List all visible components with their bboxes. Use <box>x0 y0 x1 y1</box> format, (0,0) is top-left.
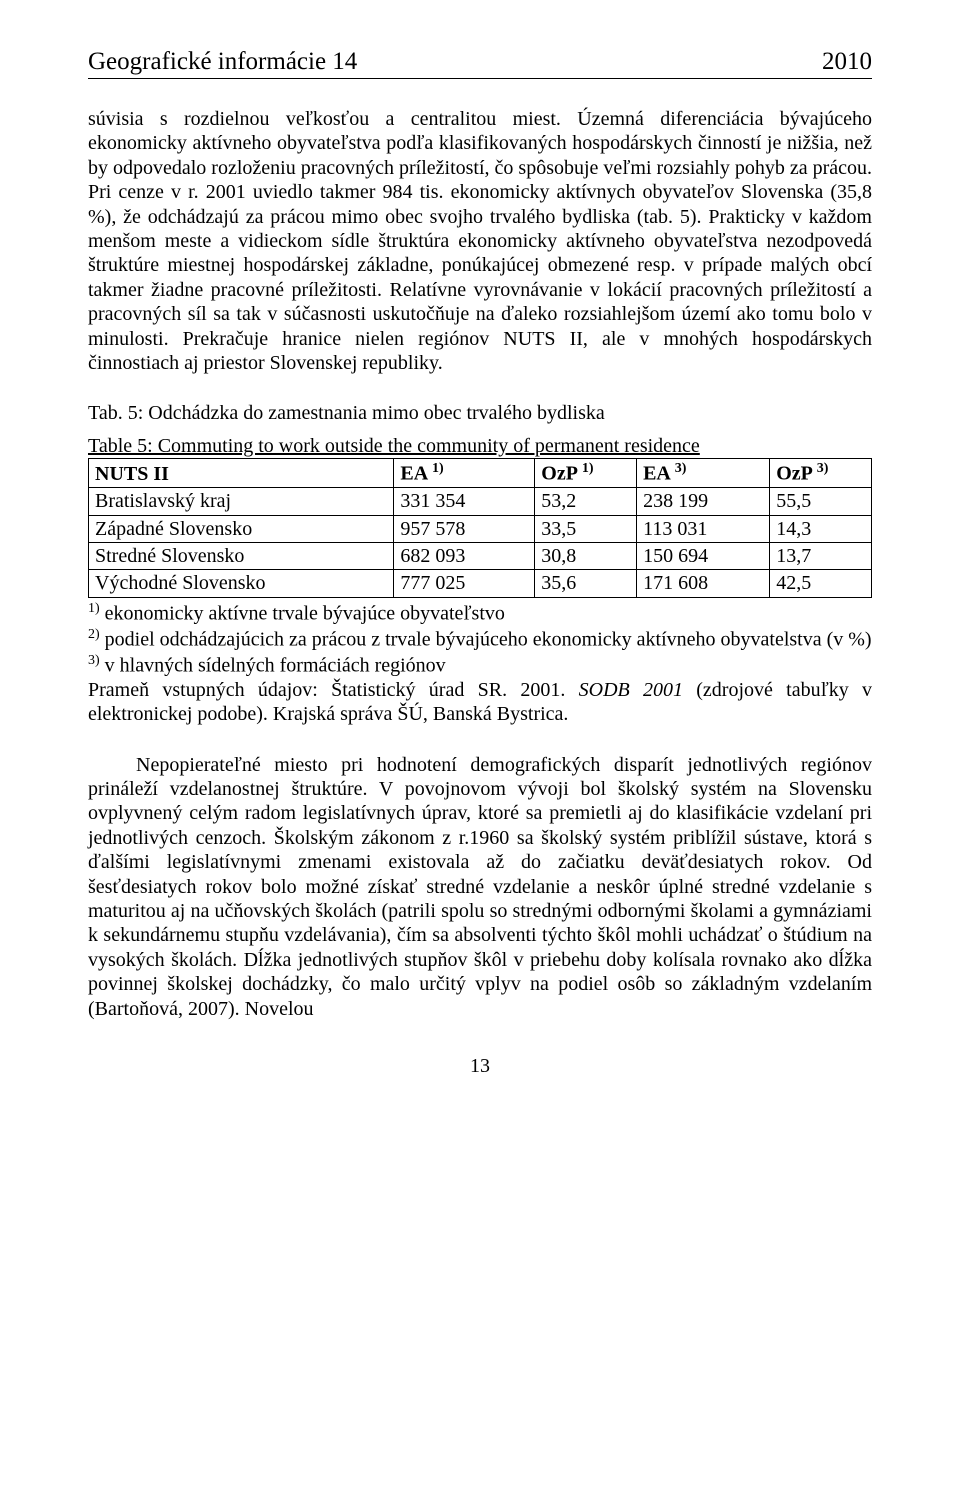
th-region: NUTS II <box>89 459 394 488</box>
cell-ea3: 238 199 <box>637 488 770 515</box>
table-row: Stredné Slovensko 682 093 30,8 150 694 1… <box>89 542 872 569</box>
cell-ea1: 957 578 <box>394 515 535 542</box>
cell-ozp3: 13,7 <box>770 542 872 569</box>
page-header: Geografické informácie 14 2010 <box>88 48 872 79</box>
footnote-2-sup: 2) <box>88 627 100 642</box>
cell-region: Východné Slovensko <box>89 570 394 597</box>
cell-region: Západné Slovensko <box>89 515 394 542</box>
th-ea1-pre: EA <box>400 463 432 485</box>
cell-ozp1: 35,6 <box>535 570 637 597</box>
th-ea1: EA 1) <box>394 459 535 488</box>
footnote-1: 1) ekonomicky aktívne trvale bývajúce ob… <box>88 600 872 626</box>
cell-ea1: 777 025 <box>394 570 535 597</box>
cell-ozp1: 33,5 <box>535 515 637 542</box>
footnote-3-sup: 3) <box>88 653 100 668</box>
th-ozp1: OzP 1) <box>535 459 637 488</box>
cell-region: Stredné Slovensko <box>89 542 394 569</box>
paragraph-1: súvisia s rozdielnou veľkosťou a central… <box>88 107 872 375</box>
th-ea3-pre: EA <box>643 463 675 485</box>
cell-ozp3: 14,3 <box>770 515 872 542</box>
table5-caption: Table 5: Commuting to work outside the c… <box>88 434 872 458</box>
footnote-2: 2) podiel odchádzajúcich za prácou z trv… <box>88 626 872 652</box>
footnote-1-sup: 1) <box>88 601 100 616</box>
footnote-3: 3) v hlavných sídelných formáciách regió… <box>88 652 872 678</box>
th-ozp1-sup: 1) <box>582 461 594 476</box>
cell-ozp1: 53,2 <box>535 488 637 515</box>
table-commuting: NUTS II EA 1) OzP 1) EA 3) OzP 3) Bratis… <box>88 458 872 598</box>
th-ea3: EA 3) <box>637 459 770 488</box>
table-row: Západné Slovensko 957 578 33,5 113 031 1… <box>89 515 872 542</box>
cell-ozp1: 30,8 <box>535 542 637 569</box>
tab5-label: Tab. 5: Odchádzka do zamestnania mimo ob… <box>88 401 872 425</box>
cell-region: Bratislavský kraj <box>89 488 394 515</box>
th-ozp1-pre: OzP <box>541 463 582 485</box>
source-italic: SODB 2001 <box>579 679 683 701</box>
cell-ea3: 113 031 <box>637 515 770 542</box>
header-left: Geografické informácie 14 <box>88 48 357 76</box>
cell-ea1: 331 354 <box>394 488 535 515</box>
th-ozp3-sup: 3) <box>817 461 829 476</box>
cell-ea3: 150 694 <box>637 542 770 569</box>
footnote-source: Prameň vstupných údajov: Štatistický úra… <box>88 678 872 727</box>
cell-ozp3: 55,5 <box>770 488 872 515</box>
footnote-2-text: podiel odchádzajúcich za prácou z trvale… <box>100 628 872 650</box>
th-ea1-sup: 1) <box>432 461 444 476</box>
footnote-3-text: v hlavných sídelných formáciách regiónov <box>100 654 446 676</box>
cell-ozp3: 42,5 <box>770 570 872 597</box>
th-ozp3: OzP 3) <box>770 459 872 488</box>
table-header-row: NUTS II EA 1) OzP 1) EA 3) OzP 3) <box>89 459 872 488</box>
header-right: 2010 <box>822 48 872 76</box>
footnote-1-text: ekonomicky aktívne trvale bývajúce obyva… <box>100 602 505 624</box>
table-row: Bratislavský kraj 331 354 53,2 238 199 5… <box>89 488 872 515</box>
page-number: 13 <box>88 1055 872 1078</box>
cell-ea1: 682 093 <box>394 542 535 569</box>
cell-ea3: 171 608 <box>637 570 770 597</box>
table-row: Východné Slovensko 777 025 35,6 171 608 … <box>89 570 872 597</box>
source-pre: Prameň vstupných údajov: Štatistický úra… <box>88 679 579 701</box>
table-footnotes: 1) ekonomicky aktívne trvale bývajúce ob… <box>88 600 872 727</box>
paragraph-2: Nepopierateľné miesto pri hodnotení demo… <box>88 753 872 1021</box>
th-ea3-sup: 3) <box>675 461 687 476</box>
th-ozp3-pre: OzP <box>776 463 817 485</box>
